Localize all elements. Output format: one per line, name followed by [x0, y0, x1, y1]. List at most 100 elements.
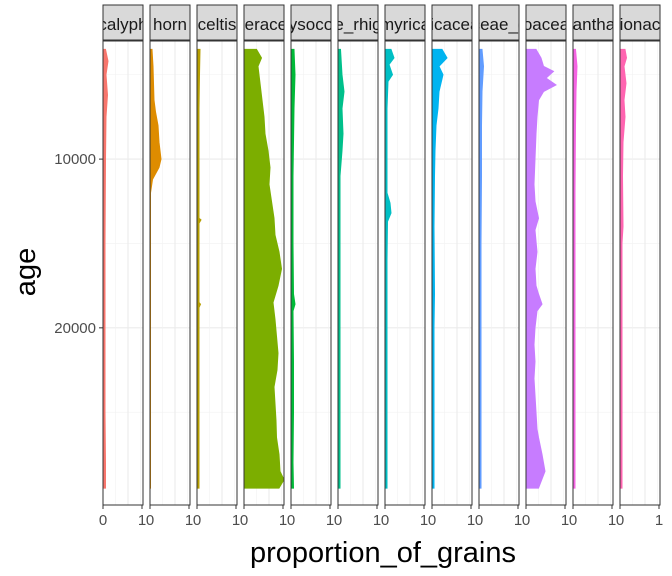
x-tick-label: 1: [655, 512, 663, 529]
x-tick-label: 0: [193, 512, 201, 529]
x-tick-label: 1: [185, 512, 193, 529]
x-tick-label: 0: [381, 512, 389, 529]
area-amaranthaceae: [573, 48, 578, 489]
facet-panel-myrica: myrica 0 1: [380, 4, 431, 529]
x-tick-label: 0: [616, 512, 624, 529]
x-tick-label: 1: [326, 512, 334, 529]
panel-background: [432, 41, 472, 505]
x-tick-label: 1: [514, 512, 522, 529]
area-asteraceae: [244, 48, 284, 489]
strip-label-asteraceae: asteraceae: [222, 15, 306, 34]
panel-background: [103, 41, 143, 505]
x-tick-label: 0: [475, 512, 483, 529]
x-tick-label: 1: [279, 512, 287, 529]
area-ericaceae: [432, 48, 448, 489]
strip-label-stoebe_rhigozum: stoebe_rhigozum: [293, 15, 423, 34]
x-tick-label: 1: [420, 512, 428, 529]
x-tick-label: 0: [334, 512, 342, 529]
area-calyph: [103, 48, 109, 489]
strip-background: [525, 4, 567, 41]
panel-border: [102, 40, 144, 506]
strip-background: [196, 4, 238, 41]
y-axis: 10000 20000: [54, 151, 103, 337]
strip-background: [478, 4, 520, 41]
panel-background: [573, 41, 613, 505]
panel-border: [149, 40, 191, 506]
panel-background: [338, 41, 378, 505]
strip-label-horn: horn: [153, 15, 187, 34]
x-axis-title: proportion_of_grains: [250, 537, 516, 569]
y-tick-label: 20000: [54, 320, 96, 337]
x-tick-label: 1: [373, 512, 381, 529]
panel-border: [619, 40, 661, 506]
panel-background: [291, 41, 331, 505]
strip-background: [102, 4, 144, 41]
panel-border: [384, 40, 426, 506]
panel-border: [337, 40, 379, 506]
strip-background: [243, 4, 285, 41]
y-axis-title: age: [10, 248, 42, 296]
x-tick-label: 0: [240, 512, 248, 529]
panel-border: [572, 40, 614, 506]
strip-label-restionaceae: restionaceae: [591, 15, 672, 34]
x-tick-label: 0: [287, 512, 295, 529]
strip-background: [572, 4, 614, 41]
strip-label-calyph: calyph: [98, 15, 147, 34]
panel-border: [478, 40, 520, 506]
x-tick-label: 1: [232, 512, 240, 529]
x-tick-label: 1: [467, 512, 475, 529]
x-tick-label: 1: [138, 512, 146, 529]
strip-label-chrysocoma: chrysocoma: [265, 15, 357, 34]
strip-label-poaceae_cape: poaceae_cape: [443, 15, 555, 34]
y-tick-label: 10000: [54, 151, 96, 168]
x-tick-label: 0: [99, 512, 107, 529]
area-chrysocoma: [291, 48, 296, 489]
area-poaceae_cape: [479, 48, 485, 489]
panel-background: [197, 41, 237, 505]
x-tick-label: 0: [146, 512, 154, 529]
facet-panel-horn: horn 0 1: [146, 4, 193, 529]
area-poaceae: [526, 48, 557, 489]
facet-panel-restionaceae: restionaceae01: [591, 4, 672, 529]
panel-border: [290, 40, 332, 506]
strip-background: [431, 4, 473, 41]
panel-background: [385, 41, 425, 505]
strip-label-myrica: myrica: [380, 15, 431, 34]
strip-background: [290, 4, 332, 41]
area-celtis: [197, 48, 202, 489]
strip-background: [337, 4, 379, 41]
strip-background: [619, 4, 661, 41]
strip-background: [149, 4, 191, 41]
strip-label-amaranthaceae: amaranthaceae: [534, 15, 652, 34]
panel-background: [479, 41, 519, 505]
strip-background: [384, 4, 426, 41]
area-myrica: [385, 48, 395, 489]
area-stoebe_rhigozum: [338, 48, 345, 489]
x-tick-label: 0: [522, 512, 530, 529]
facet-panel-calyph: calyph 0 1: [98, 4, 147, 529]
x-tick-label: 1: [561, 512, 569, 529]
x-tick-label: 0: [569, 512, 577, 529]
strip-label-poaceae: poaceae: [513, 15, 578, 34]
strip-label-celtis: celtis: [198, 15, 237, 34]
panel-border: [243, 40, 285, 506]
panel-border: [431, 40, 473, 506]
area-restionaceae: [620, 48, 628, 489]
strip-label-ericaceae: ericaceae: [415, 15, 489, 34]
panel-border: [196, 40, 238, 506]
panel-border: [525, 40, 567, 506]
x-tick-label: 1: [608, 512, 616, 529]
panel-background: [150, 41, 190, 505]
panel-background: [620, 41, 660, 505]
facet-panel-celtis: celtis 0 1: [193, 4, 240, 529]
x-tick-label: 0: [428, 512, 436, 529]
